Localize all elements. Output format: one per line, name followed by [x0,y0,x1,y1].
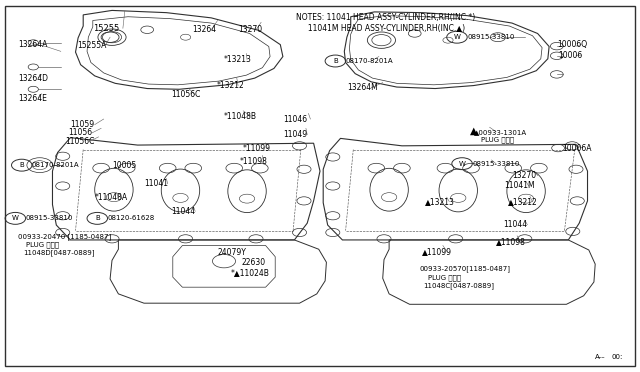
Text: 15255A: 15255A [77,41,106,50]
Text: 11049: 11049 [283,130,307,139]
Text: 08170-8201A: 08170-8201A [346,58,393,64]
Text: *11048A: *11048A [95,193,128,202]
Text: 11056C: 11056C [172,90,201,99]
Text: *13213: *13213 [224,55,252,64]
Text: 13264: 13264 [192,25,216,34]
Text: W: W [12,215,19,221]
Text: ▲13213: ▲13213 [425,197,455,206]
Text: 13264E: 13264E [18,94,47,103]
Text: ▲00933-1301A: ▲00933-1301A [474,129,527,135]
Text: PLUG プラグ: PLUG プラグ [428,274,461,281]
Text: 11041M: 11041M [504,182,535,190]
Text: W: W [454,34,460,40]
Text: 22630: 22630 [242,258,266,267]
Text: 10006A: 10006A [562,144,591,153]
Text: ▲11098: ▲11098 [496,237,526,246]
Text: 11059: 11059 [70,120,95,129]
Text: 10006: 10006 [558,51,582,60]
Text: 08170-8201A: 08170-8201A [32,162,79,168]
Text: 13264A: 13264A [18,40,47,49]
Text: 13270: 13270 [238,25,262,34]
Text: 11046: 11046 [283,115,307,124]
Text: 11044: 11044 [172,207,196,216]
Text: 11044: 11044 [503,220,527,229]
Text: 10006Q: 10006Q [557,40,587,49]
Text: 11048C[0487-0889]: 11048C[0487-0889] [424,282,495,289]
Text: NOTES: 11041 HEAD ASSY-CYLINDER,RH(INC.*): NOTES: 11041 HEAD ASSY-CYLINDER,RH(INC.*… [296,13,475,22]
Text: A-–: A-– [595,354,606,360]
Text: 08915-33810: 08915-33810 [472,161,520,167]
Text: 00933-20570[1185-0487]: 00933-20570[1185-0487] [419,265,510,272]
Text: W: W [459,161,465,167]
Text: ▲: ▲ [470,126,478,136]
Text: B: B [19,162,24,168]
Text: 00:: 00: [611,354,623,360]
Text: ▲13212: ▲13212 [508,197,538,206]
Text: *13212: *13212 [216,81,244,90]
Text: 13264M: 13264M [347,83,378,92]
Text: 13264D: 13264D [18,74,48,83]
Text: 24079Y: 24079Y [218,248,246,257]
Text: 08915-33810: 08915-33810 [26,215,73,221]
Text: 11041: 11041 [144,179,168,188]
Text: 11056C: 11056C [65,137,95,146]
Text: 11048D[0487-0889]: 11048D[0487-0889] [23,250,95,256]
Text: ▲11099: ▲11099 [422,247,452,256]
Text: 10005: 10005 [112,161,136,170]
Text: B: B [333,58,338,64]
Text: 11056: 11056 [68,128,92,137]
Text: *11098: *11098 [240,157,268,166]
Text: 08915-33810: 08915-33810 [467,34,515,40]
Text: 00933-20470 [1185-0487]: 00933-20470 [1185-0487] [18,233,111,240]
Text: 15255: 15255 [93,24,119,33]
Text: B: B [95,215,100,221]
Text: PLUG プラグ: PLUG プラグ [26,241,59,248]
Text: PLUG プラグ: PLUG プラグ [481,137,515,143]
Text: *11099: *11099 [243,144,271,153]
Text: *11048B: *11048B [224,112,257,121]
Text: 11041M HEAD ASSY-CYLINDER,RH(INC.▲): 11041M HEAD ASSY-CYLINDER,RH(INC.▲) [296,24,465,33]
Text: 08120-61628: 08120-61628 [108,215,155,221]
Text: 13270: 13270 [512,171,536,180]
Text: *▲11024B: *▲11024B [230,268,269,277]
